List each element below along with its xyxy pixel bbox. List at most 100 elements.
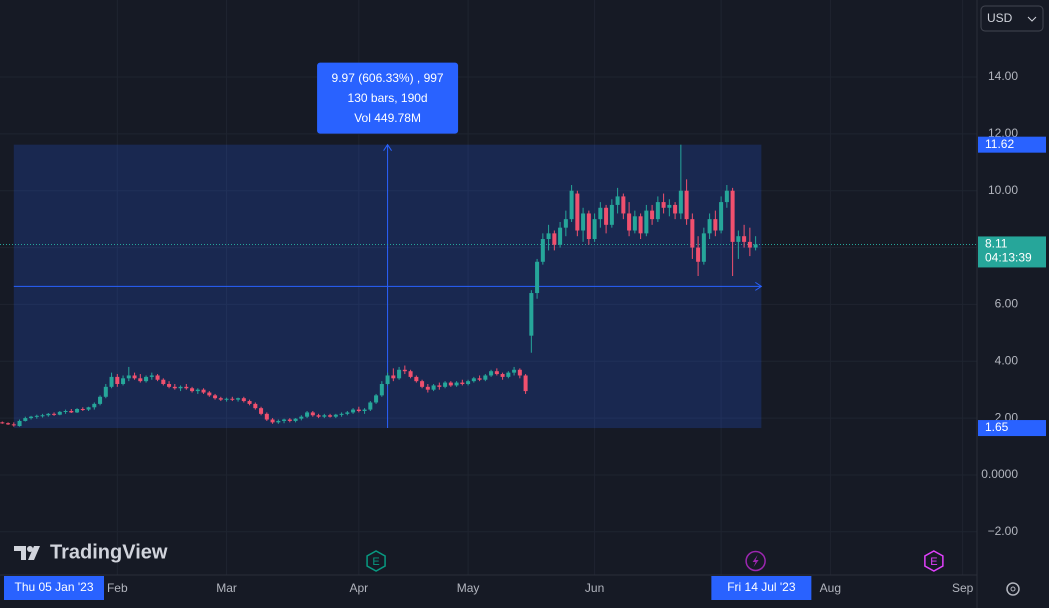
candle-body: [374, 395, 379, 403]
candle-body: [713, 219, 718, 231]
candle-body: [598, 207, 603, 220]
candle-body: [621, 196, 626, 214]
candle-body: [86, 407, 91, 410]
currency-label[interactable]: USD: [987, 11, 1013, 25]
candle-body: [11, 424, 16, 426]
lightning-icon: [752, 555, 759, 567]
event-marker: [924, 550, 944, 572]
candle-body: [287, 419, 292, 421]
candle-body: [477, 378, 482, 380]
candle-body: [138, 378, 143, 382]
candle-body: [40, 415, 45, 417]
logo-icon: [14, 546, 40, 560]
candle-body: [529, 293, 534, 336]
candle-body: [707, 219, 712, 234]
candle-body: [224, 398, 229, 400]
x-tick-label: Sep: [952, 581, 974, 595]
candle-body: [627, 213, 632, 231]
candle-body: [184, 386, 189, 389]
candle-body: [632, 216, 637, 231]
measure-tooltip-line: 130 bars, 190d: [348, 91, 428, 105]
y-tick-label: 10.00: [988, 183, 1018, 197]
candle-body: [63, 410, 68, 412]
candle-body: [397, 369, 402, 379]
candle-body: [460, 382, 465, 384]
candle-body: [512, 369, 517, 373]
candle-body: [155, 375, 160, 380]
candle-body: [425, 386, 430, 390]
candle-body: [236, 398, 241, 400]
x-tick-label: Feb: [107, 581, 128, 595]
measure-tooltip-line: Vol 449.78M: [354, 111, 421, 125]
y-tick-label: 4.00: [995, 353, 1019, 367]
candle-body: [241, 398, 246, 402]
candle-body: [115, 376, 120, 384]
candle-body: [414, 376, 419, 382]
candle-body: [385, 375, 390, 384]
candle-body: [552, 233, 557, 245]
currency-box[interactable]: [980, 5, 1044, 32]
candle-body: [98, 396, 103, 404]
candle-body: [144, 376, 149, 382]
branding: TradingView: [14, 541, 168, 563]
candle-body: [328, 415, 333, 417]
x-tick-label: Apr: [349, 581, 368, 595]
candle-body: [356, 409, 361, 411]
time-label: Thu 05 Jan '23: [14, 580, 93, 594]
candle-body: [701, 233, 706, 262]
candle-body: [172, 386, 177, 389]
candle-body: [109, 376, 114, 387]
candle-body: [17, 420, 22, 427]
candle-body: [483, 375, 488, 380]
candle-body: [650, 210, 655, 220]
candle-body: [282, 419, 287, 421]
candle-body: [207, 392, 212, 396]
currency-button[interactable]: USD: [980, 5, 1044, 32]
candle-body: [540, 239, 545, 262]
event-marker: [366, 550, 386, 572]
candle-body: [431, 385, 436, 390]
candle-body: [379, 383, 384, 396]
candle-body: [690, 219, 695, 248]
x-tick-label: Mar: [216, 581, 237, 595]
candle-body: [310, 412, 315, 416]
gear-icon[interactable]: [1006, 582, 1020, 596]
candle-body: [57, 411, 62, 415]
candle-body: [575, 193, 580, 231]
candle-body: [408, 371, 413, 377]
arrowhead: [383, 143, 392, 151]
candle-body: [644, 210, 649, 234]
candle-body: [259, 408, 264, 414]
candle-body: [132, 375, 137, 379]
y-tick-label: −2.00: [988, 524, 1019, 538]
candle-body: [80, 409, 85, 411]
price-label-box: [978, 236, 1046, 268]
candle-body: [201, 389, 206, 393]
candle-body: [466, 381, 471, 384]
candle-body: [420, 381, 425, 387]
candle-body: [494, 371, 499, 375]
price-label: 1.65: [985, 420, 1009, 434]
logo-text: TradingView: [50, 541, 168, 563]
candle-body: [126, 375, 131, 379]
candle-body: [333, 414, 338, 417]
candle-body: [29, 416, 34, 419]
candle-body: [6, 423, 11, 425]
candle-body: [609, 204, 614, 225]
candle-body: [443, 382, 448, 387]
candle-body: [592, 219, 597, 240]
candle-body: [615, 196, 620, 205]
candle-body: [391, 375, 396, 379]
candle-body: [747, 241, 752, 248]
candle-body: [742, 236, 747, 242]
candle-body: [586, 213, 591, 240]
settings-button[interactable]: [1006, 582, 1020, 596]
candle-body: [23, 418, 28, 421]
candle-body: [667, 204, 672, 208]
event-marker: [745, 550, 766, 572]
candle-body: [489, 371, 494, 376]
candle-body: [696, 247, 701, 262]
candle-body: [264, 413, 269, 420]
time-label-box: [711, 576, 812, 600]
